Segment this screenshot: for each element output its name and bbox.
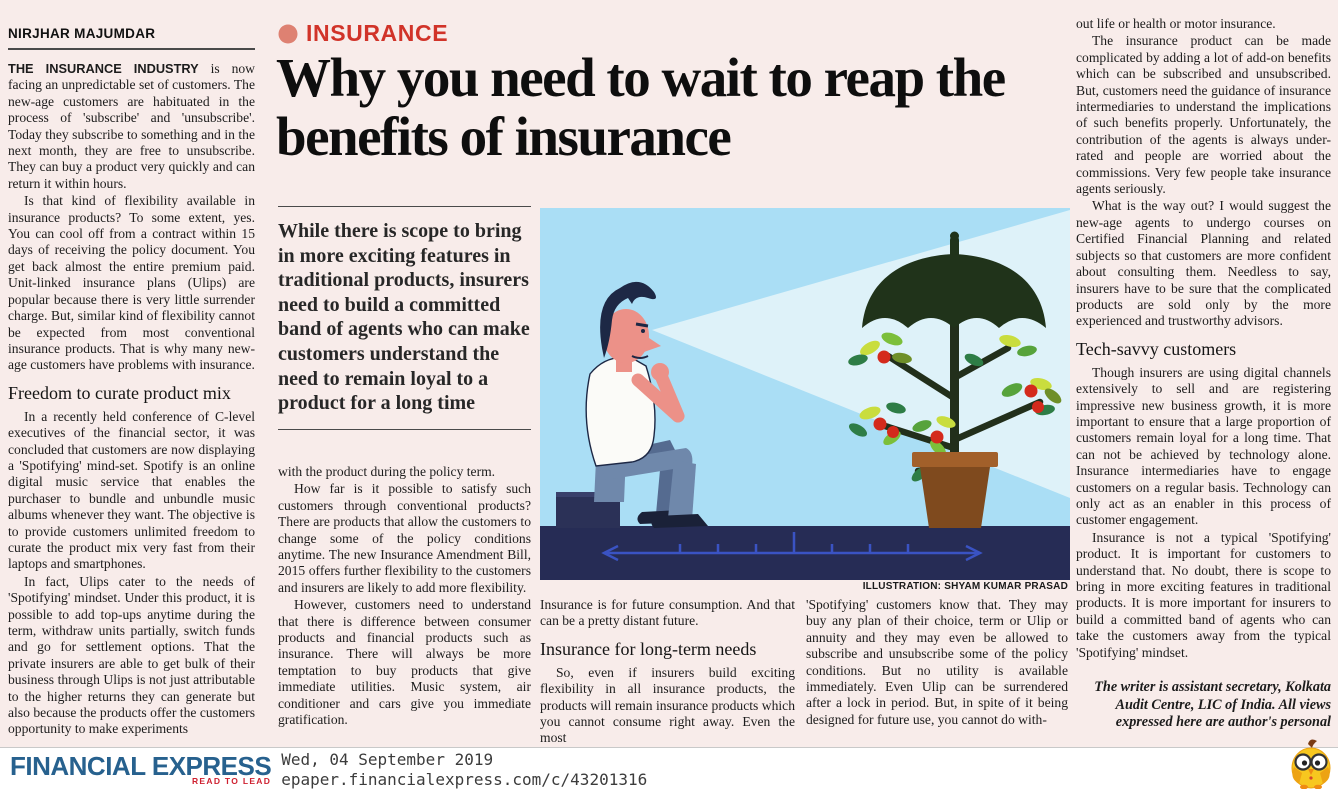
near-thigh xyxy=(600,448,693,480)
article-column-2: with the product during the policy term.… xyxy=(278,464,531,730)
illustration-credit: ILLUSTRATION: SHYAM KUMAR PRASAD xyxy=(862,581,1068,592)
nose xyxy=(644,336,661,352)
paragraph-text: is now facing an unpredictable set of cu… xyxy=(8,61,255,191)
paragraph: In a recently held conference of C-level… xyxy=(8,408,255,572)
lead-in-text: THE INSURANCE INDUSTRY xyxy=(8,61,199,76)
article-illustration xyxy=(540,208,1070,580)
tree-trunk xyxy=(950,326,959,460)
hair xyxy=(600,281,656,358)
owl-pupil-left xyxy=(1301,760,1308,766)
arm xyxy=(631,371,685,423)
financial-express-logo: FINANCIAL EXPRESS READ TO LEAD xyxy=(10,751,272,786)
owl-mouth xyxy=(1309,776,1313,780)
brand-tagline: READ TO LEAD xyxy=(191,776,272,786)
article-column-5: out life or health or motor insurance. T… xyxy=(1076,16,1331,732)
paragraph: In fact, Ulips cater to the needs of 'Sp… xyxy=(8,573,255,737)
paragraph: The insurance product can be made compli… xyxy=(1076,33,1331,197)
head xyxy=(603,309,649,363)
standfirst: While there is scope to bring in more ex… xyxy=(278,206,531,430)
article-column-4: 'Spotifying' customers know that. They m… xyxy=(806,597,1068,729)
mouth xyxy=(631,355,649,359)
eyebrow xyxy=(635,322,649,328)
paragraph: Is that kind of flexibility available in… xyxy=(8,193,255,373)
near-calf xyxy=(668,460,696,520)
epaper-info: Wed, 04 September 2019 epaper.financiale… xyxy=(281,750,647,790)
hand xyxy=(651,363,669,381)
brand-name: FINANCIAL EXPRESS xyxy=(10,751,272,781)
article-column-3: Insurance is for future consumption. And… xyxy=(540,597,795,748)
mascot-owl-icon[interactable] xyxy=(1288,737,1334,789)
epaper-url: epaper.financialexpress.com/c/43201316 xyxy=(281,769,648,789)
near-shoe xyxy=(651,514,708,528)
section-subhead: Tech-savvy customers xyxy=(1076,338,1237,359)
owl-wing-right xyxy=(1320,767,1330,784)
umbrella-tree xyxy=(848,231,1062,528)
headline: Why you need to wait to reap the benefit… xyxy=(276,47,1006,167)
paragraph: THE INSURANCE INDUSTRY is now facing an … xyxy=(8,61,255,192)
plant-pot-body xyxy=(920,467,990,528)
leaves xyxy=(848,332,1062,482)
owl-pupil-right xyxy=(1314,760,1321,766)
paragraph: out life or health or motor insurance. xyxy=(1076,16,1276,31)
owl-tuft xyxy=(1308,739,1317,748)
byline: NIRJHAR MAJUMDAR xyxy=(8,26,255,50)
eye xyxy=(641,329,645,333)
author-note: The writer is assistant secretary, Kolka… xyxy=(1094,679,1331,731)
section-subhead: Freedom to curate product mix xyxy=(8,382,231,403)
man-figure xyxy=(585,281,708,528)
epaper-date: Wed, 04 September 2019 xyxy=(281,749,494,769)
shirt xyxy=(585,356,656,467)
paragraph: Insurance is not a typical 'Spotifying' … xyxy=(1076,529,1331,660)
article-column-1: NIRJHAR MAJUMDAR THE INSURANCE INDUSTRY … xyxy=(8,26,255,739)
owl-foot-right xyxy=(1314,784,1322,789)
owl-foot-left xyxy=(1300,784,1308,789)
kicker: INSURANCE xyxy=(278,20,448,47)
paragraph: However, customers need to understand th… xyxy=(278,597,531,728)
paragraph: 'Spotifying' customers know that. They m… xyxy=(806,597,1068,727)
apples xyxy=(873,350,1044,444)
paragraph: Though insurers are using digital channe… xyxy=(1076,364,1331,528)
owl-wing-left xyxy=(1292,767,1302,784)
paragraph: with the product during the policy term. xyxy=(278,464,496,479)
paragraph: What is the way out? I would suggest the… xyxy=(1076,198,1331,329)
umbrella-canopy xyxy=(862,254,1046,328)
timeline-arrow xyxy=(601,532,983,562)
bullet-icon xyxy=(278,24,298,43)
umbrella-knob xyxy=(950,231,959,241)
owl-beak xyxy=(1308,769,1314,775)
paragraph: Insurance is for future consumption. And… xyxy=(540,597,795,629)
epaper-footer: FINANCIAL EXPRESS READ TO LEAD Wed, 04 S… xyxy=(0,747,1338,791)
plant-pot-rim xyxy=(912,452,998,467)
paragraph: How far is it possible to satisfy such c… xyxy=(278,481,531,595)
kicker-label: INSURANCE xyxy=(306,20,449,46)
paragraph: So, even if insurers build exciting flex… xyxy=(540,664,795,746)
section-subhead: Insurance for long-term needs xyxy=(540,638,757,659)
